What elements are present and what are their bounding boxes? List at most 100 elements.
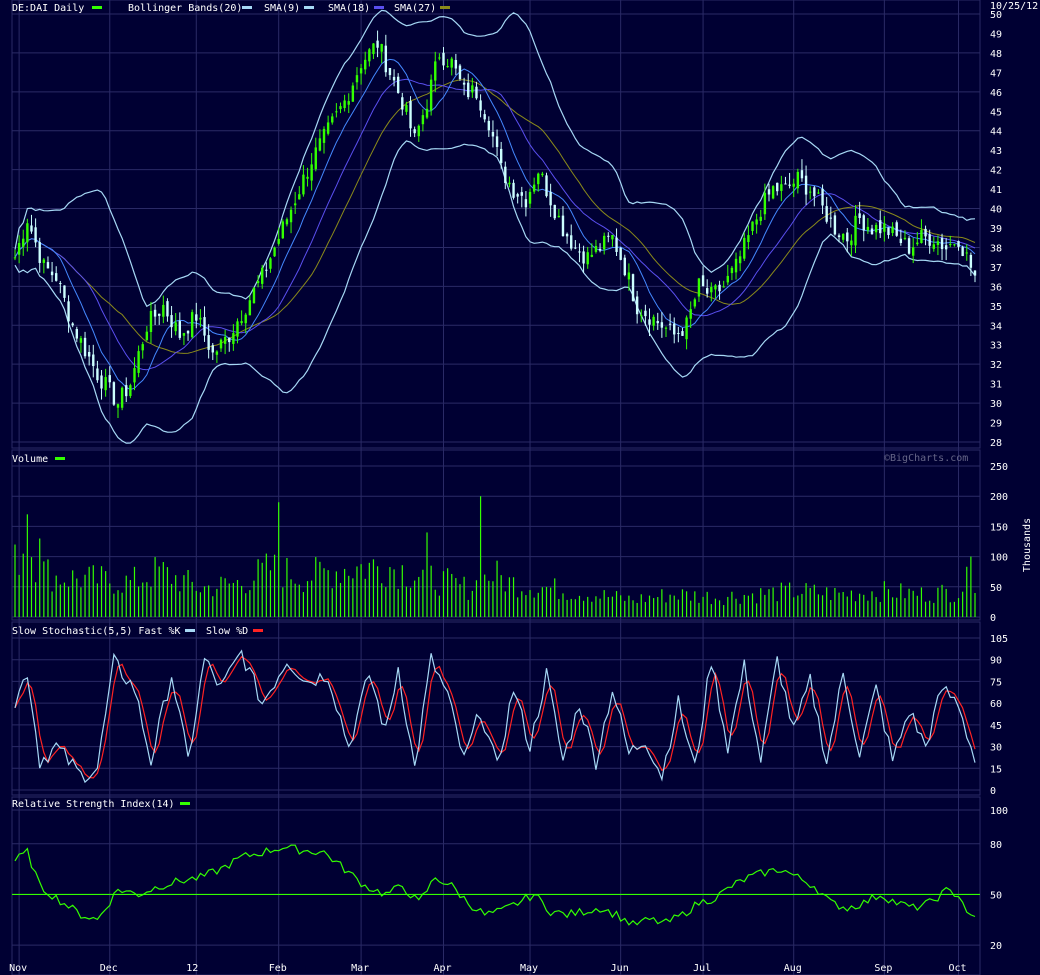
price-bar-body <box>153 309 157 317</box>
price-bar-body <box>166 301 169 317</box>
rsi-tick-label: 80 <box>990 840 1002 851</box>
legend-bollinger: Bollinger Bands(20) <box>128 3 242 14</box>
stoch-tick-label: 105 <box>990 634 1008 645</box>
price-bar-body <box>244 314 247 324</box>
price-bar-body <box>50 271 54 276</box>
x-tick-label: Sep <box>874 963 892 974</box>
price-bar-body <box>269 258 272 269</box>
chart-date: 10/25/12 <box>990 1 1038 12</box>
price-bar-body <box>957 241 960 247</box>
rsi-tick-label: 100 <box>990 806 1008 817</box>
price-tick-label: 41 <box>990 185 1002 196</box>
price-bar-body <box>277 238 280 244</box>
price-bar-body <box>524 199 528 208</box>
price-bar-body <box>557 215 561 218</box>
legend-stoch-k-swatch <box>185 629 195 632</box>
price-bar-body <box>619 247 622 260</box>
legend-sma27-swatch <box>440 6 450 9</box>
price-bar-body <box>425 108 429 118</box>
price-bar-body <box>34 227 37 243</box>
price-bar-body <box>792 183 795 187</box>
price-bar-body <box>182 333 186 336</box>
price-bar-body <box>120 387 124 408</box>
price-bar-body <box>656 321 659 324</box>
price-tick-label: 45 <box>990 107 1002 118</box>
volume-axis-title: Thousands <box>1022 518 1033 572</box>
price-bar-body <box>936 241 940 246</box>
price-bar-body <box>689 309 692 319</box>
price-bar-body <box>685 317 688 340</box>
price-tick-label: 35 <box>990 302 1002 313</box>
price-bar-body <box>532 184 536 192</box>
price-bar-body <box>722 286 725 288</box>
price-bar-body <box>776 182 779 192</box>
price-bar-body <box>355 75 359 83</box>
price-bar-body <box>170 315 173 328</box>
price-bar-body <box>137 351 140 373</box>
price-bar-body <box>726 275 729 283</box>
price-bar-body <box>920 230 923 243</box>
price-bar-body <box>75 329 79 339</box>
price-bar-body <box>751 221 754 232</box>
price-bar-body <box>916 242 919 245</box>
price-bar-body <box>718 284 721 292</box>
price-bar-body <box>141 344 144 351</box>
price-bar-body <box>331 116 334 123</box>
price-bar-body <box>504 166 507 184</box>
volume-legend: Volume ©BigCharts.com Thousands <box>12 453 1033 572</box>
price-bar-body <box>911 247 915 256</box>
price-tick-label: 31 <box>990 380 1002 391</box>
price-bar-body <box>763 192 767 215</box>
legend-volume: Volume <box>12 454 48 465</box>
volume-tick-label: 200 <box>990 492 1008 503</box>
price-bar-body <box>862 215 865 231</box>
price-bar-body <box>112 382 116 405</box>
price-bar-body <box>965 252 968 254</box>
price-bar-body <box>335 111 338 113</box>
price-bar-body <box>310 164 313 181</box>
sma27-line <box>14 79 976 354</box>
x-tick-label: Dec <box>100 963 118 974</box>
price-bar-body <box>384 45 388 73</box>
x-axis-labels: Nov Dec 12 Feb Mar Apr May Jun Jul Aug Sep Oct 28 29 3… <box>9 10 1008 974</box>
price-bar-body <box>186 330 190 334</box>
legend-sma18: SMA(18) <box>328 3 370 14</box>
price-bar-body <box>804 175 808 195</box>
price-bar-body <box>837 235 841 238</box>
price-bar-body <box>302 174 305 195</box>
panels <box>11 0 981 975</box>
x-tick-label: Jun <box>611 963 629 974</box>
price-bar-body <box>697 278 701 297</box>
price-bar-body <box>483 114 486 120</box>
price-bar-body <box>780 184 783 191</box>
price-bar-body <box>846 232 849 242</box>
price-bar-body <box>442 52 445 66</box>
legend-stoch-k: Slow Stochastic(5,5) Fast %K <box>12 626 181 637</box>
price-bar-body <box>668 323 672 325</box>
price-bar-body <box>42 259 46 263</box>
price-bar-body <box>343 100 346 109</box>
price-bar-body <box>961 247 964 257</box>
price-bar-body <box>351 85 355 102</box>
price-bar-body <box>907 238 911 254</box>
price-bar-body <box>701 275 705 287</box>
price-bar-body <box>602 235 606 250</box>
price-bar-body <box>570 235 573 249</box>
price-bar-body <box>380 44 383 52</box>
legend-sma18-swatch <box>374 6 384 9</box>
price-bar-body <box>635 296 639 315</box>
price-bar-body <box>891 226 894 234</box>
price-bar-body <box>784 183 787 185</box>
price-bar-body <box>207 335 210 350</box>
price-bar-body <box>874 224 878 233</box>
price-bar-body <box>116 404 120 408</box>
price-bar-body <box>314 147 317 170</box>
stoch-tick-label: 0 <box>990 786 996 797</box>
price-bar-body <box>364 59 367 70</box>
price-bar-body <box>883 223 886 232</box>
price-bar-body <box>479 100 482 111</box>
price-tick-label: 38 <box>990 243 1002 254</box>
price-bar-body <box>438 57 441 59</box>
price-bar-body <box>421 115 425 125</box>
price-bar-body <box>586 252 589 265</box>
